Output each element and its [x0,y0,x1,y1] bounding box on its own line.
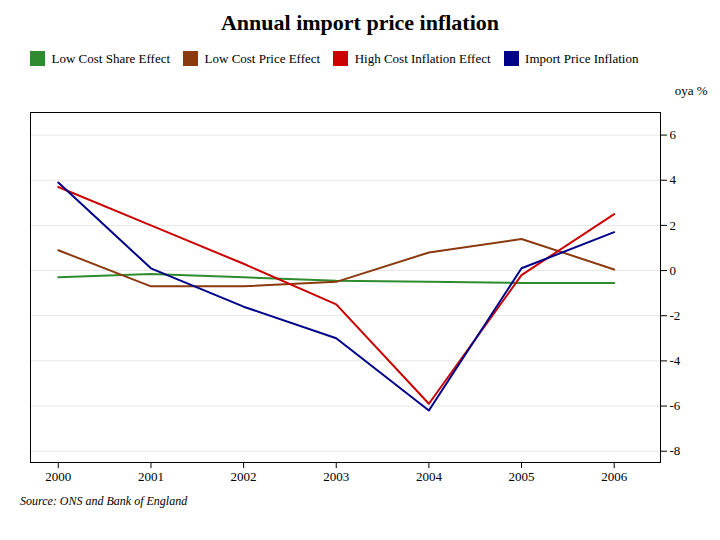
svg-text:6: 6 [670,127,677,142]
html-text:Annual import price inflation: Annual import price inflation [221,10,499,35]
svg-text:-2: -2 [670,307,681,322]
html-text:Source: ONS and Bank of Englan: Source: ONS and Bank of England [20,493,188,508]
svg-text:-4: -4 [670,353,681,368]
svg-text:-8: -8 [670,443,681,458]
html-text:Import Price Inflation: Import Price Inflation [525,50,639,66]
html-text:Low Cost Price Effect: Low Cost Price Effect [204,50,321,66]
svg-text:0: 0 [670,262,677,277]
svg-text:2004: 2004 [416,468,443,483]
html-text:Low Cost Share Effect: Low Cost Share Effect [51,50,170,66]
svg-text:2006: 2006 [601,468,628,483]
svg-text:2002: 2002 [231,468,257,483]
svg-text:2005: 2005 [509,468,535,483]
svg-text:2: 2 [670,217,677,232]
svg-text:2001: 2001 [138,468,164,483]
svg-text:4: 4 [670,172,677,187]
svg-text:2003: 2003 [323,468,349,483]
html-text:High Cost Inflation Effect: High Cost Inflation Effect [354,50,491,66]
svg-text:2000: 2000 [45,468,71,483]
svg-text:oya %: oya % [675,82,708,97]
svg-text:-6: -6 [670,398,681,413]
